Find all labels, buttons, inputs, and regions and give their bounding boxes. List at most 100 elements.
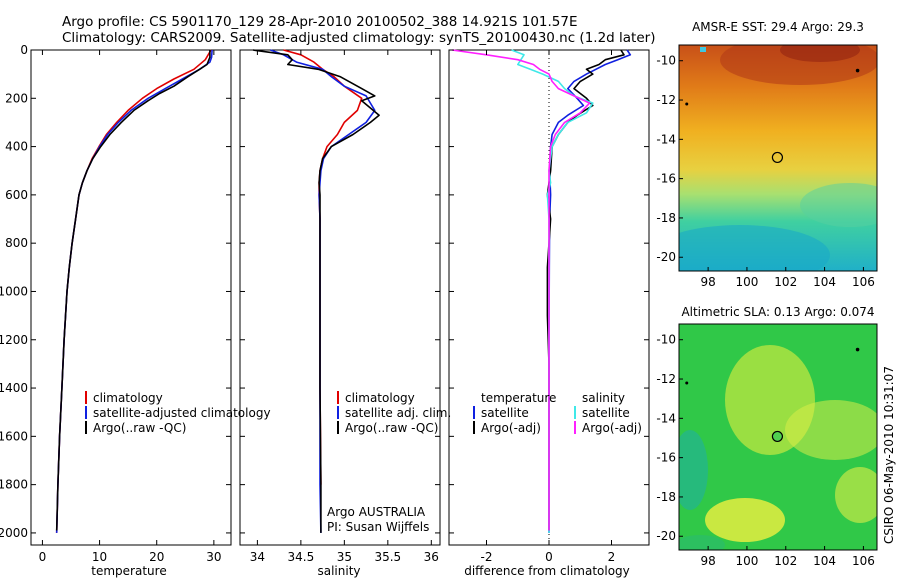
legend-label-argo: Argo(..raw -QC) <box>345 421 438 435</box>
salinity-plot-frame <box>239 49 441 546</box>
sst-transition-patch <box>800 183 877 227</box>
salinity-xtick-label: 34 <box>250 550 265 564</box>
sst_map-ytick-label: -16 <box>656 172 676 186</box>
sla_map-ytick-label: -14 <box>656 411 676 425</box>
depth-tick-label: 1200 <box>0 333 28 347</box>
salinity-series-argo-raw-qc <box>252 49 380 533</box>
legend-label-climatology: climatology <box>93 391 163 405</box>
difference-series-temperature-argo-adj <box>546 49 625 531</box>
depth-tick-label: 800 <box>5 236 28 250</box>
difference-xtick-label: 2 <box>608 550 616 564</box>
legend-group-title-salinity: salinity <box>582 391 625 405</box>
sla_map-ytick-label: -12 <box>656 372 676 386</box>
temperature-xtick-label: 20 <box>149 550 164 564</box>
difference-axis-label: difference from climatology <box>464 564 630 578</box>
sla_map-xtick-label: 104 <box>813 554 836 568</box>
depth-tick-label: 200 <box>5 91 28 105</box>
sla_map-xtick-label: 102 <box>774 554 797 568</box>
sst_map-ytick-label: -12 <box>656 93 676 107</box>
salinity-xtick-label: 35 <box>337 550 352 564</box>
legend-label-temperature-argo: Argo(-adj) <box>481 421 541 435</box>
temperature-xtick-label: 0 <box>39 550 47 564</box>
salinity-panel-marks: 34 34.5 35 35.5 36 <box>240 49 440 564</box>
sst_map-xtick-label: 102 <box>774 275 797 289</box>
sla_map-xtick-label: 100 <box>735 554 758 568</box>
legend-label-salinity-argo: Argo(-adj) <box>582 421 642 435</box>
sla-map-title: Altimetric SLA: 0.13 Argo: 0.074 <box>681 305 874 319</box>
sla_map-island-marker <box>855 347 860 352</box>
salinity-legend: climatology satellite adj. clim. Argo(..… <box>327 391 451 534</box>
depth-tick-label: 1000 <box>0 284 28 298</box>
sst-overlay: 98 100 102 104 106 -10 -12 -14 -16 -18 -20 <box>656 54 874 289</box>
depth-tick-label: 1800 <box>0 478 28 492</box>
sla-highlight-south <box>705 498 785 542</box>
difference-panel-marks: -2 0 2 <box>449 49 649 564</box>
sla-map-image <box>679 324 877 550</box>
sla-highlight-southeast <box>835 467 877 523</box>
sst_map-ytick-label: -10 <box>656 54 676 68</box>
salinity-xtick-label: 36 <box>424 550 439 564</box>
temperature-plot-frame <box>30 49 232 546</box>
depth-tick-label: 600 <box>5 188 28 202</box>
profile-layer: 0 10 20 30020040060080010001200140016001800… <box>0 43 649 564</box>
sst-map-frame <box>678 44 878 272</box>
temperature-panel-marks: 0 10 20 30 0 200 400 600 800 1000 1200 1400 1600 1800… <box>0 43 231 564</box>
legend-label-salinity-satellite: satellite <box>582 406 630 420</box>
sla-overlay: 98 100 102 104 106 -10 -12 -14 -16 -18 -20 <box>656 333 874 568</box>
difference-xtick-label: -2 <box>481 550 493 564</box>
sst_map-xtick-label: 100 <box>735 275 758 289</box>
temperature-series-argo-raw-qc <box>55 50 211 531</box>
difference-series-salinity-argo-adj <box>451 49 591 531</box>
depth-tick-label: 0 <box>20 43 28 57</box>
temperature-xtick-label: 30 <box>206 550 221 564</box>
sla_map-ytick-label: -20 <box>656 529 676 543</box>
sst-warm-core <box>780 45 860 62</box>
sla-map-frame <box>678 323 878 551</box>
legend-label-satellite: satellite adj. clim. <box>345 406 451 420</box>
sla_map-ytick-label: -16 <box>656 451 676 465</box>
sst-coastal-pixel <box>700 47 706 52</box>
sla_map-argo-position-marker <box>771 430 784 443</box>
csiro-timestamp-label: CSIRO 06-May-2010 10:31:07 <box>882 366 896 544</box>
sla-highlight-east <box>785 400 877 460</box>
sla_map-island-marker <box>685 381 689 385</box>
legend-label-satellite: satellite-adjusted climatology <box>93 406 271 420</box>
sla-low-southwest <box>679 535 725 550</box>
sst-map-image <box>679 45 877 271</box>
depth-tick-label: 1400 <box>0 381 28 395</box>
sla_map-ytick-label: -10 <box>656 333 676 347</box>
legend-group-title-temperature: temperature <box>481 391 556 405</box>
header-line-2: Climatology: CARS2009. Satellite-adjuste… <box>62 30 655 46</box>
temperature-xtick-label: 10 <box>92 550 107 564</box>
depth-tick-label: 2000 <box>0 526 28 540</box>
header-line-1: Argo profile: CS 5901170_129 28-Apr-2010… <box>62 14 578 30</box>
sst_map-argo-position-marker <box>771 151 784 164</box>
sst_map-island-marker <box>855 68 860 73</box>
difference-xtick-label: 0 <box>545 550 553 564</box>
sst_map-ytick-label: -14 <box>656 132 676 146</box>
sla-low-west <box>679 430 708 510</box>
sst_map-island-marker <box>685 102 689 106</box>
difference-legend: temperature satellite Argo(-adj) salinit… <box>473 391 642 435</box>
depth-tick-label: 400 <box>5 140 28 154</box>
sst_map-xtick-label: 104 <box>813 275 836 289</box>
sst_map-xtick-label: 98 <box>700 275 715 289</box>
sst_map-ytick-label: -20 <box>656 250 676 264</box>
depth-tick-label: 1600 <box>0 429 28 443</box>
sst_map-xtick-label: 106 <box>852 275 875 289</box>
legend-label-climatology: climatology <box>345 391 415 405</box>
salinity-xtick-label: 34.5 <box>288 550 315 564</box>
argo-australia-annotation: Argo AUSTRALIA <box>327 505 426 519</box>
salinity-axis-label: salinity <box>317 564 360 578</box>
sla_map-xtick-label: 98 <box>700 554 715 568</box>
pi-annotation: PI: Susan Wijffels <box>327 520 429 534</box>
legend-label-argo: Argo(..raw -QC) <box>93 421 186 435</box>
temperature-axis-label: temperature <box>91 564 166 578</box>
sla_map-xtick-label: 106 <box>852 554 875 568</box>
sst-cool-patch <box>679 225 830 271</box>
sst_map-ytick-label: -18 <box>656 211 676 225</box>
sst-map-title: AMSR-E SST: 29.4 Argo: 29.3 <box>692 20 864 34</box>
legend-label-temperature-satellite: satellite <box>481 406 529 420</box>
temperature-legend: climatology satellite-adjusted climatolo… <box>85 391 271 435</box>
